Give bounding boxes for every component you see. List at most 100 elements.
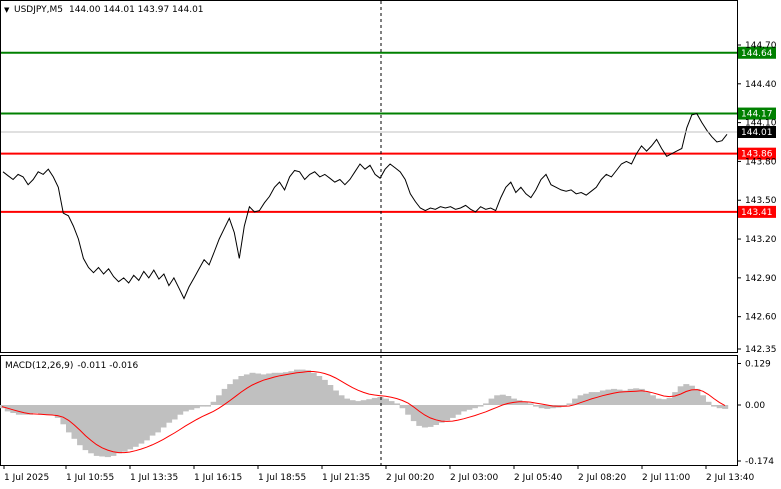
macd-bar-63 — [349, 400, 356, 405]
price-y-tick-6: 142.90 — [745, 274, 777, 284]
macd-bar-87 — [483, 403, 490, 405]
x-tick-5: 1 Jul 21:35 — [322, 473, 370, 483]
macd-y-tick-0: 0.129 — [745, 359, 771, 369]
macd-bar-43 — [238, 376, 245, 405]
macd-bar-19 — [104, 405, 111, 458]
svg-text:MACD(12,26,9)-0.011 -0.016: MACD(12,26,9) -0.011 -0.016 — [5, 361, 139, 371]
macd-signal-line — [1, 371, 726, 454]
macd-bar-49 — [271, 372, 278, 405]
macd-bar-102 — [566, 403, 573, 405]
x-tick-11: 2 Jul 13:40 — [706, 473, 755, 483]
macd-bar-122 — [677, 386, 684, 405]
dropdown-triangle-icon[interactable]: ▼ — [4, 6, 10, 14]
macd-bar-3 — [15, 405, 22, 415]
macd-bar-95 — [527, 403, 534, 405]
macd-bar-11 — [60, 405, 67, 425]
macd-bar-71 — [394, 403, 401, 405]
symbol-label: USDJPY,M5 — [14, 5, 63, 15]
macd-bar-105 — [583, 393, 590, 405]
x-tick-9: 2 Jul 08:20 — [578, 473, 627, 483]
price-y-axis: 144.70 144.40 144.10 143.80 143.50 143.20 142.… — [737, 41, 777, 355]
macd-bar-40 — [221, 388, 228, 405]
x-tick-4: 1 Jul 18:55 — [258, 473, 306, 483]
macd-bar-62 — [344, 398, 350, 405]
macd-bar-107 — [594, 392, 601, 405]
macd-bar-110 — [611, 388, 617, 405]
macd-bar-8 — [43, 405, 50, 415]
macd-bar-74 — [410, 405, 417, 422]
macd-bar-9 — [49, 405, 56, 415]
macd-bar-4 — [21, 405, 28, 415]
macd-bar-44 — [243, 374, 250, 405]
price-y-tick-7: 142.60 — [745, 313, 777, 323]
x-tick-6: 2 Jul 00:20 — [386, 473, 435, 483]
macd-bar-30 — [166, 405, 173, 423]
macd-bar-50 — [277, 372, 284, 405]
current-price-value: 144.01 — [741, 128, 773, 138]
macd-bar-56 — [310, 372, 317, 405]
macd-bar-127 — [705, 401, 712, 405]
macd-bar-76 — [421, 405, 428, 428]
macd-bar-14 — [77, 405, 84, 446]
macd-name: MACD(12,26,9) — [5, 361, 73, 371]
level-label-1: 144.17 — [741, 110, 773, 120]
macd-bar-125 — [694, 388, 701, 405]
level-badge-3 — [738, 205, 776, 218]
macd-bar-32 — [177, 405, 184, 415]
macd-bar-60 — [332, 390, 339, 405]
macd-bar-29 — [160, 405, 167, 428]
macd-bar-77 — [427, 405, 434, 427]
macd-bar-130 — [722, 405, 729, 409]
macd-bar-53 — [294, 369, 300, 405]
current-price-badge: 144.01 — [738, 126, 776, 138]
macd-bar-96 — [533, 405, 540, 407]
macd-bar-33 — [182, 405, 189, 412]
macd-bar-28 — [154, 405, 161, 433]
macd-bar-91 — [505, 396, 512, 405]
x-tick-2: 1 Jul 13:35 — [130, 473, 178, 483]
macd-bar-41 — [227, 384, 234, 405]
macd-bar-45 — [249, 372, 256, 405]
macd-bar-119 — [661, 399, 667, 405]
level-label-2: 143.86 — [741, 150, 773, 160]
price-line — [2, 113, 728, 300]
macd-bar-79 — [438, 405, 445, 423]
macd-bar-124 — [688, 385, 695, 405]
macd-bar-2 — [10, 405, 17, 413]
macd-bar-94 — [522, 401, 528, 405]
macd-bar-99 — [549, 405, 556, 409]
horizontal-levels[interactable]: 144.64 144.17 143.86 143.41 — [1, 46, 776, 218]
macd-bar-47 — [260, 374, 267, 405]
macd-bar-67 — [371, 397, 378, 405]
macd-bar-104 — [577, 395, 584, 405]
macd-bar-128 — [711, 405, 718, 407]
macd-bar-36 — [199, 405, 206, 407]
macd-bar-92 — [510, 398, 517, 405]
macd-bar-89 — [494, 395, 501, 405]
macd-y-tick-1: 0.00 — [745, 401, 765, 411]
macd-bar-69 — [383, 398, 389, 405]
level-label-3: 143.41 — [741, 208, 773, 218]
chart-header: ▼ USDJPY,M5 144.00 144.01 143.97 144.01 — [4, 5, 204, 15]
macd-bar-25 — [138, 405, 145, 444]
price-y-tick-8: 142.35 — [745, 345, 777, 355]
macd-bar-98 — [544, 405, 551, 409]
macd-bar-113 — [627, 388, 634, 405]
macd-bar-55 — [305, 370, 312, 405]
price-y-tick-5: 143.20 — [745, 235, 777, 245]
x-tick-10: 2 Jul 11:00 — [642, 473, 691, 483]
macd-bar-22 — [121, 405, 128, 452]
macd-bar-112 — [622, 390, 629, 405]
macd-bar-31 — [171, 405, 178, 420]
macd-bar-61 — [338, 395, 345, 405]
macd-bar-12 — [66, 405, 72, 433]
price-y-tick-1: 144.40 — [745, 80, 777, 90]
price-y-tick-3: 143.80 — [745, 157, 777, 167]
macd-bar-82 — [455, 405, 462, 415]
macd-bar-70 — [388, 401, 395, 405]
macd-bar-118 — [655, 398, 662, 405]
macd-bar-24 — [132, 405, 139, 447]
x-tick-7: 2 Jul 03:00 — [450, 473, 499, 483]
